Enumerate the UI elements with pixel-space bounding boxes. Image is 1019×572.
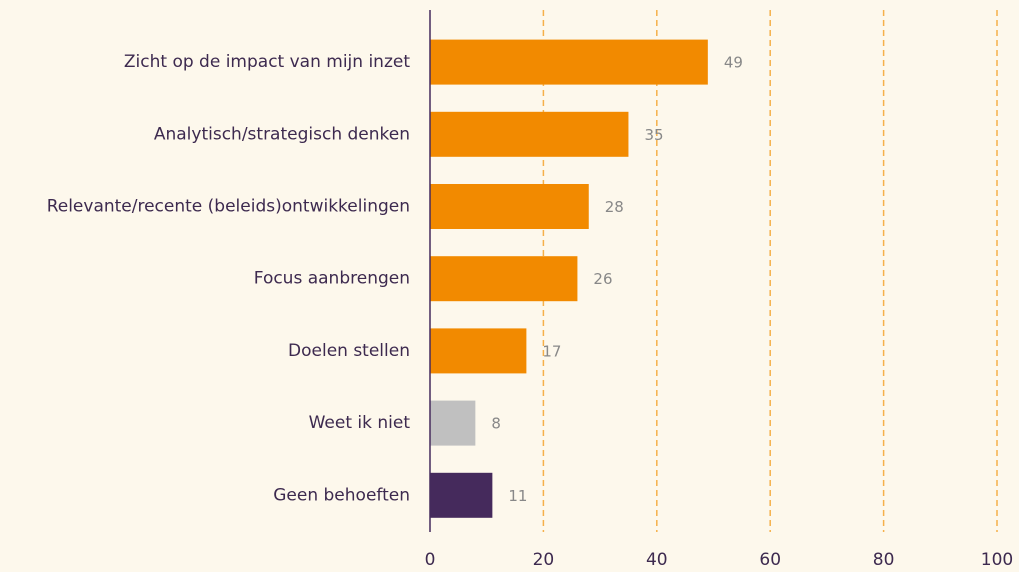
bar (430, 256, 578, 302)
bar (430, 111, 629, 157)
bar (430, 400, 476, 446)
x-tick-label: 100 (981, 550, 1013, 570)
x-tick-label: 20 (533, 550, 555, 570)
value-label: 35 (644, 126, 663, 144)
y-tick-label: Geen behoeften (273, 485, 410, 505)
y-tick-label: Doelen stellen (288, 341, 410, 361)
value-label: 8 (491, 415, 501, 433)
value-label: 17 (542, 342, 561, 360)
x-tick-label: 0 (425, 550, 436, 570)
bar (430, 472, 493, 518)
y-tick-label: Analytisch/strategisch denken (154, 124, 410, 144)
y-tick-label: Zicht op de impact van mijn inzet (124, 52, 410, 72)
y-tick-label: Weet ik niet (309, 413, 411, 433)
value-label: 11 (508, 487, 527, 505)
y-tick-label: Relevante/recente (beleids)ontwikkelinge… (47, 197, 410, 217)
bar (430, 39, 708, 85)
bar (430, 184, 589, 229)
bar (430, 328, 527, 374)
value-label: 49 (724, 54, 743, 72)
x-tick-label: 80 (873, 550, 895, 570)
x-tick-label: 60 (759, 550, 781, 570)
value-label: 26 (593, 270, 612, 288)
x-tick-label: 40 (646, 550, 668, 570)
y-tick-label: Focus aanbrengen (254, 269, 410, 289)
value-label: 28 (605, 198, 624, 216)
